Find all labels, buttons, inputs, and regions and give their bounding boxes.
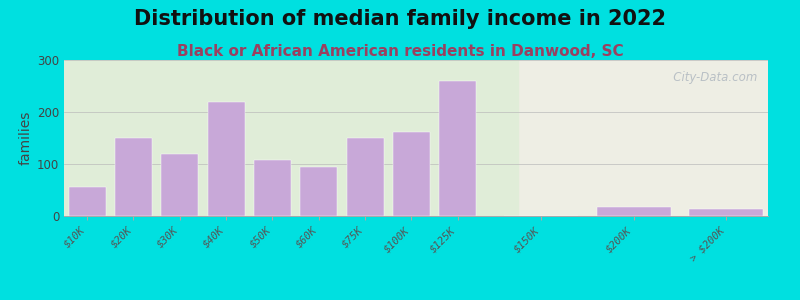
Bar [393, 132, 430, 216]
Text: Distribution of median family income in 2022: Distribution of median family income in … [134, 9, 666, 29]
Text: Black or African American residents in Danwood, SC: Black or African American residents in D… [177, 44, 623, 59]
Bar [207, 102, 245, 216]
Bar [597, 207, 670, 216]
Bar [346, 138, 383, 216]
Bar [690, 209, 763, 216]
Y-axis label: families: families [18, 111, 33, 165]
Text: City-Data.com: City-Data.com [662, 71, 758, 84]
Bar [69, 188, 106, 216]
Bar [162, 154, 198, 216]
Bar [64, 13, 518, 221]
Bar [115, 138, 152, 216]
Bar [254, 160, 291, 216]
Bar [439, 81, 476, 216]
Bar [300, 167, 338, 216]
